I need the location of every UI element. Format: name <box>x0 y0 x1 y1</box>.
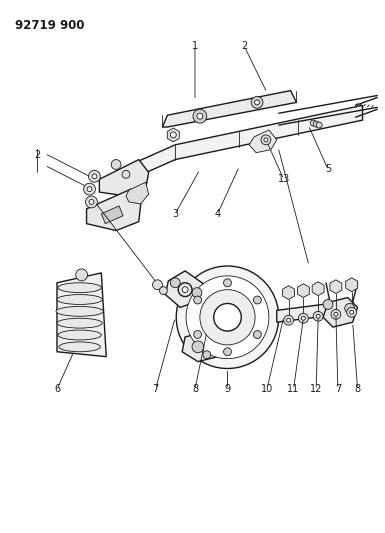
Circle shape <box>89 199 94 205</box>
Polygon shape <box>182 332 219 361</box>
Polygon shape <box>57 273 106 357</box>
Circle shape <box>159 287 167 295</box>
Polygon shape <box>101 206 123 224</box>
Circle shape <box>334 312 338 316</box>
Circle shape <box>178 283 192 296</box>
Circle shape <box>323 300 333 309</box>
Circle shape <box>251 96 263 108</box>
Circle shape <box>193 109 207 123</box>
Ellipse shape <box>57 318 102 328</box>
Circle shape <box>224 279 231 287</box>
Circle shape <box>192 288 202 297</box>
Text: 92719 900: 92719 900 <box>15 19 84 31</box>
Circle shape <box>192 341 204 353</box>
Circle shape <box>298 313 308 323</box>
Text: 5: 5 <box>325 164 331 174</box>
Text: 4: 4 <box>214 209 221 219</box>
Circle shape <box>182 287 188 293</box>
Text: 10: 10 <box>261 384 273 394</box>
Circle shape <box>345 303 355 313</box>
Polygon shape <box>277 302 340 322</box>
Text: 1: 1 <box>192 41 198 51</box>
Text: 12: 12 <box>310 384 322 394</box>
Circle shape <box>84 183 95 195</box>
Polygon shape <box>131 106 363 179</box>
Polygon shape <box>330 280 342 294</box>
Text: 9: 9 <box>224 384 231 394</box>
Circle shape <box>194 330 202 338</box>
Circle shape <box>264 138 268 142</box>
Circle shape <box>284 316 293 325</box>
Polygon shape <box>249 130 277 152</box>
Circle shape <box>331 309 341 319</box>
Ellipse shape <box>59 342 100 352</box>
Circle shape <box>85 196 97 208</box>
Circle shape <box>92 174 97 179</box>
Text: 7: 7 <box>335 384 341 394</box>
Polygon shape <box>162 91 296 127</box>
Circle shape <box>316 314 320 318</box>
Circle shape <box>87 187 92 191</box>
Polygon shape <box>283 286 295 300</box>
Circle shape <box>253 330 261 338</box>
Text: 6: 6 <box>54 384 60 394</box>
Polygon shape <box>87 189 141 231</box>
Circle shape <box>224 348 231 356</box>
Text: 7: 7 <box>152 384 159 394</box>
Circle shape <box>214 303 241 331</box>
Circle shape <box>111 159 121 169</box>
Text: 11: 11 <box>287 384 300 394</box>
Text: 3: 3 <box>172 209 178 219</box>
Circle shape <box>313 311 323 321</box>
Text: 2: 2 <box>241 41 248 51</box>
Circle shape <box>152 280 162 289</box>
Text: 2: 2 <box>34 150 40 160</box>
Circle shape <box>301 316 305 320</box>
Circle shape <box>186 276 269 359</box>
Circle shape <box>176 266 279 368</box>
Circle shape <box>253 296 261 304</box>
Circle shape <box>170 132 176 138</box>
Circle shape <box>200 289 255 345</box>
Circle shape <box>310 120 316 126</box>
Circle shape <box>194 296 202 304</box>
Polygon shape <box>346 278 358 292</box>
Circle shape <box>313 121 319 127</box>
Circle shape <box>261 135 271 145</box>
Polygon shape <box>126 182 149 204</box>
Polygon shape <box>99 159 149 196</box>
Circle shape <box>347 308 357 317</box>
Polygon shape <box>323 297 358 327</box>
Ellipse shape <box>58 283 101 293</box>
Polygon shape <box>167 128 179 142</box>
Text: 13: 13 <box>278 174 290 184</box>
Circle shape <box>76 269 87 281</box>
Circle shape <box>286 318 291 322</box>
Polygon shape <box>297 284 310 297</box>
Ellipse shape <box>57 295 102 304</box>
Circle shape <box>350 310 354 314</box>
Circle shape <box>254 100 259 105</box>
Circle shape <box>203 351 211 359</box>
Polygon shape <box>312 282 324 296</box>
Circle shape <box>197 113 203 119</box>
Text: 8: 8 <box>355 384 361 394</box>
Ellipse shape <box>58 330 101 340</box>
Polygon shape <box>166 271 205 308</box>
Circle shape <box>170 278 180 288</box>
Ellipse shape <box>56 306 103 316</box>
Text: 8: 8 <box>192 384 198 394</box>
Circle shape <box>316 122 322 128</box>
Circle shape <box>89 171 100 182</box>
Circle shape <box>122 171 130 179</box>
